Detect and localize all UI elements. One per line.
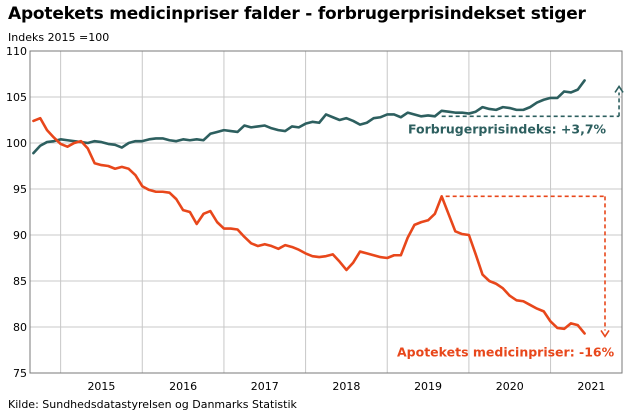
y-tick-label: 80 [13,321,27,334]
gridlines [30,50,622,374]
cpi-annotation: Forbrugerprisindeks: +3,7% [408,121,607,136]
y-tick-label: 75 [13,367,27,380]
x-tick-label: 2020 [496,380,524,393]
chart-title: Apotekets medicinpriser falder - forbrug… [8,4,586,24]
y-tick-label: 100 [6,137,27,150]
x-tick-label: 2016 [169,380,197,393]
cpi-arrow-head [614,84,624,93]
medicine-annotation: Apotekets medicinpriser: -16% [397,344,615,359]
y-tick-label: 95 [13,183,27,196]
series-line-0 [32,79,586,155]
x-tick-label: 2019 [414,380,442,393]
x-tick-label: 2021 [577,380,605,393]
y-tick-label: 90 [13,229,27,242]
y-tick-label: 110 [6,45,27,58]
medicine-arrow-head [600,329,610,338]
y-tick-label: 105 [6,91,27,104]
series-lines [32,79,586,335]
annotation-guides [441,84,624,338]
x-tick-label: 2017 [251,380,279,393]
x-axis: 2015 2016 2017 2018 2019 2020 2021 [87,380,605,393]
y-tick-label: 85 [13,275,27,288]
y-axis-label: Indeks 2015 =100 [8,31,110,44]
x-tick-label: 2018 [332,380,360,393]
y-axis: 75 80 85 90 95 100 105 110 [6,45,27,380]
annotation-labels: Forbrugerprisindeks: +3,7% Apotekets medi… [397,121,615,359]
series-line-1 [32,116,586,335]
plot-frame [29,50,623,374]
x-tick-label: 2015 [87,380,115,393]
chart-source: Kilde: Sundhedsdatastyrelsen og Danmarks… [8,398,297,411]
